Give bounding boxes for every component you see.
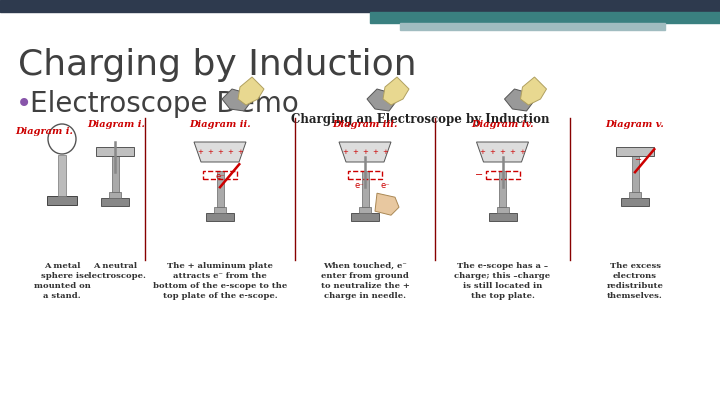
Text: A neutral
electroscope.: A neutral electroscope.: [84, 262, 146, 280]
Ellipse shape: [48, 124, 76, 154]
Polygon shape: [505, 89, 533, 111]
Bar: [112, 156, 119, 192]
Bar: [497, 207, 508, 213]
Bar: [214, 207, 226, 213]
Text: Diagram v.: Diagram v.: [606, 120, 665, 129]
Text: +: +: [490, 149, 495, 155]
Text: Charging by Induction: Charging by Induction: [18, 48, 417, 82]
Bar: [109, 192, 121, 198]
Text: +: +: [500, 149, 505, 155]
Text: +: +: [207, 149, 213, 155]
Bar: [621, 198, 649, 206]
Bar: [203, 171, 237, 179]
Bar: [631, 156, 639, 192]
Bar: [96, 147, 134, 156]
Text: The + aluminum plate
attracts e⁻ from the
bottom of the e-scope to the
top plate: The + aluminum plate attracts e⁻ from th…: [153, 262, 287, 300]
Polygon shape: [194, 142, 246, 162]
Text: e⁻: e⁻: [380, 181, 390, 190]
Text: e⁻: e⁻: [354, 181, 364, 190]
Polygon shape: [521, 77, 546, 105]
Bar: [616, 147, 654, 156]
Text: Diagram iv.: Diagram iv.: [472, 120, 534, 129]
Bar: [217, 171, 223, 207]
Text: +: +: [217, 149, 223, 155]
Bar: [58, 155, 66, 196]
Bar: [0, 0, 720, 12]
Bar: [370, 12, 720, 23]
Bar: [629, 192, 641, 198]
Bar: [488, 213, 516, 221]
Bar: [206, 213, 234, 221]
Text: Charging an Electroscope by Induction: Charging an Electroscope by Induction: [291, 113, 549, 126]
Polygon shape: [477, 142, 528, 162]
Text: −: −: [634, 156, 642, 164]
Polygon shape: [375, 193, 399, 215]
Text: +: +: [382, 149, 388, 155]
Text: Diagram i.: Diagram i.: [88, 120, 145, 129]
Text: The excess
electrons
redistribute
themselves.: The excess electrons redistribute themse…: [606, 262, 663, 300]
Text: −: −: [475, 170, 484, 180]
Bar: [400, 23, 665, 30]
Text: +: +: [352, 149, 358, 155]
Text: A metal
sphere is
mounted on
a stand.: A metal sphere is mounted on a stand.: [34, 262, 91, 300]
Polygon shape: [222, 89, 250, 111]
Text: +: +: [227, 149, 233, 155]
Polygon shape: [238, 77, 264, 105]
Bar: [348, 171, 382, 179]
Text: +: +: [197, 149, 203, 155]
Bar: [101, 198, 129, 206]
Polygon shape: [339, 142, 391, 162]
Text: When touched, e⁻
enter from ground
to neutralize the +
charge in needle.: When touched, e⁻ enter from ground to ne…: [320, 262, 410, 300]
Text: e⁻: e⁻: [216, 173, 225, 181]
Text: +: +: [372, 149, 378, 155]
Bar: [359, 207, 371, 213]
Text: The e-scope has a –
charge; this –charge
is still located in
the top plate.: The e-scope has a – charge; this –charge…: [454, 262, 551, 300]
Polygon shape: [367, 89, 395, 111]
Text: Diagram ii.: Diagram ii.: [189, 120, 251, 129]
Text: +: +: [520, 149, 526, 155]
Bar: [361, 171, 369, 207]
Bar: [47, 196, 77, 205]
Text: +: +: [342, 149, 348, 155]
Bar: [351, 213, 379, 221]
Text: Diagram iii.: Diagram iii.: [333, 120, 397, 129]
Text: +: +: [510, 149, 516, 155]
Text: +: +: [362, 149, 368, 155]
Text: Electroscope Demo: Electroscope Demo: [30, 90, 299, 118]
Text: •: •: [16, 90, 32, 118]
Text: +: +: [237, 149, 243, 155]
Bar: [499, 171, 506, 207]
Polygon shape: [383, 77, 409, 105]
Text: +: +: [480, 149, 485, 155]
Bar: [485, 171, 520, 179]
Text: Diagram i.: Diagram i.: [15, 127, 73, 136]
